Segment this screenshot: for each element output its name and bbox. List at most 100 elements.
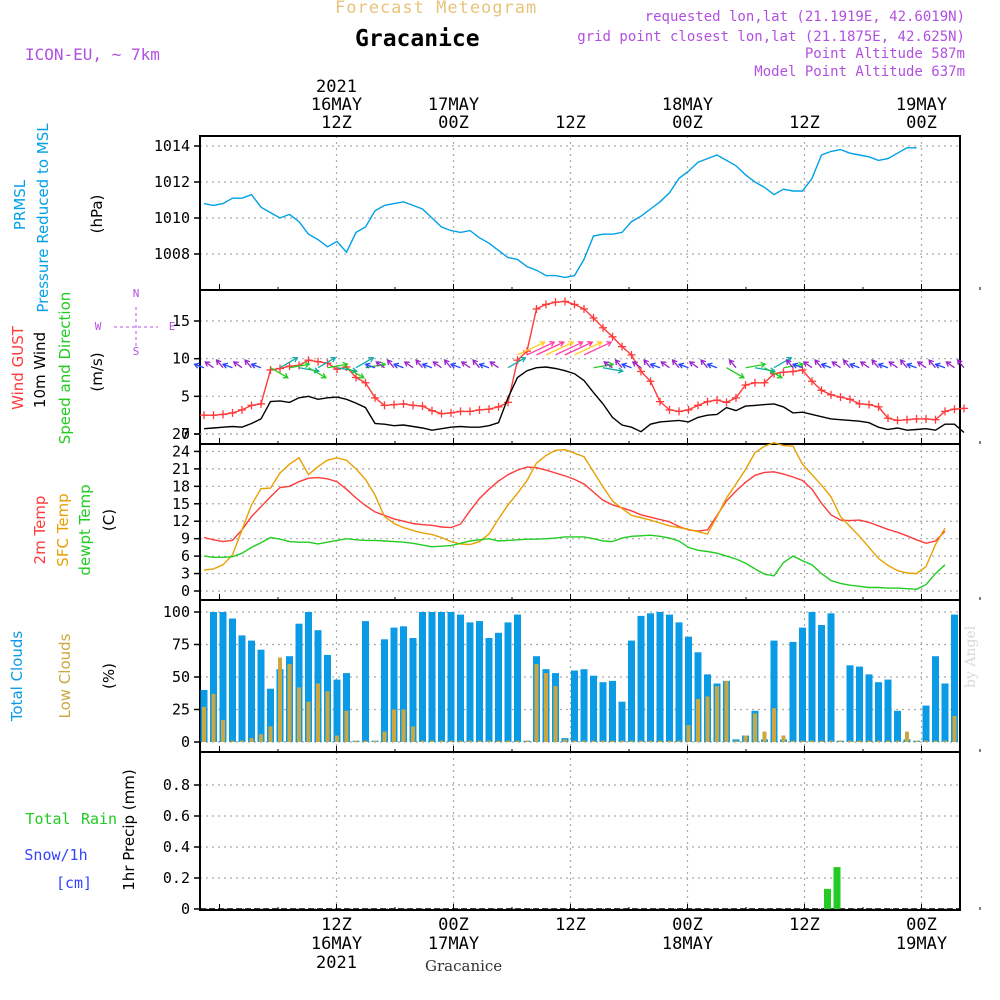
time-label-bottom: 00Z [906,915,937,935]
low-clouds-bar [477,740,482,742]
gust-marker [912,414,921,423]
wind-arrow-head [539,341,546,347]
snow-unit-label: [cm] [56,874,92,892]
total-clouds-bar [675,622,683,742]
gust-marker [874,402,883,411]
wind-arrow-shaft [432,361,442,369]
total-clouds-bar [476,621,483,742]
gust-marker [789,367,797,376]
wind-arrow-head [899,359,906,366]
wind-arrow-head [848,362,856,369]
model-altitude: Model Point Altitude 637m [754,64,965,80]
low-clouds-bar [401,709,406,742]
time-label-top: 19MAY [896,95,947,115]
total-clouds-bar [789,641,797,742]
time-label-bottom: 12Z [321,915,352,935]
temperature-series-2m-temp [203,466,946,545]
total-clouds-bar [343,673,350,742]
location-title: Gracanice [355,26,480,52]
wind-arrow [602,367,624,374]
gust-marker [827,390,835,399]
gust-marker [428,406,436,415]
low-clouds-bar [439,740,444,742]
wind-arrow [204,361,214,369]
wind-arrow [517,341,546,356]
compass-icon: N W E S [95,287,176,358]
low-clouds-bar [743,735,748,742]
gust-marker [399,399,408,408]
wind-arrow-head [449,362,457,369]
wind-arrow-shaft [450,363,461,369]
total-clouds-bar [457,614,464,742]
wind-arrow-shaft [327,363,348,369]
gust-marker [703,397,712,406]
gust-marker [238,405,246,414]
wind-arrow-shaft [564,341,593,356]
wind-arrow [250,362,262,369]
wind-arrow [270,367,289,379]
wind-arrow-shaft [786,359,794,369]
low-clouds-bar [515,740,520,742]
low-clouds-bar [287,664,292,742]
wind-arrow [785,359,794,369]
wind-arrow-head [649,362,656,369]
wind-arrow-head [760,361,767,368]
wind-arrow [221,362,233,369]
wind-arrow-shaft [957,359,965,369]
wind-arrow [928,359,936,369]
wind-arrow-shaft [536,341,564,356]
total-clouds-bar [694,652,702,742]
total-clouds-bar [381,639,388,742]
time-label-top: 12Z [555,113,586,133]
y-tick-label: 21 [172,460,190,478]
gust-marker [922,414,930,423]
low-clouds-bar [857,740,862,742]
low-clouds-bar [895,740,900,742]
wind-arrow-head [928,359,935,366]
total-clouds-bar [438,612,445,742]
low-clouds-bar [667,740,672,742]
gust-marker [684,405,693,414]
wind-arrow [916,361,927,369]
low-clouds-bar [620,740,624,742]
wind-arrow-shaft [222,363,233,369]
wind-arrow [649,362,661,369]
low-clouds-bar [392,709,396,742]
gust-marker [760,378,769,387]
wind-arrow [706,362,718,369]
wind-arrow [745,361,767,369]
y-tick-label: 0 [181,900,190,918]
wind-arrow-shaft [888,361,898,369]
low-clouds-bar [553,686,558,742]
gust-marker [361,378,370,387]
gust-marker [675,407,683,416]
panel-frame [199,599,961,753]
wind-arrow [421,362,433,369]
wind-arrow [700,359,708,369]
gust-marker [276,364,284,373]
low-clouds-bar [686,725,691,742]
gust-marker [637,367,645,376]
wind-arrow-head [204,361,211,367]
total-clouds-bar [590,675,597,742]
wind-arrow-head [776,372,783,379]
wind-arrow [848,362,860,369]
total-clouds-bar [818,625,825,742]
low-clouds-bar [791,740,795,742]
wind-arrow-shaft [289,363,310,369]
wind-arrow-head [802,361,809,367]
gust-marker [580,304,588,313]
gust-marker [817,386,826,395]
wind-arrow-head [364,362,371,369]
gust-marker [608,332,617,341]
wind-arrow-shaft [422,363,433,369]
gust-marker [570,300,579,309]
gust-marker [893,416,902,425]
wind-arrow-head [820,362,827,369]
wind-arrow [327,361,349,369]
wind-arrow-head [916,361,923,367]
compass-w: W [95,320,102,333]
low-clouds-bar [905,731,909,742]
